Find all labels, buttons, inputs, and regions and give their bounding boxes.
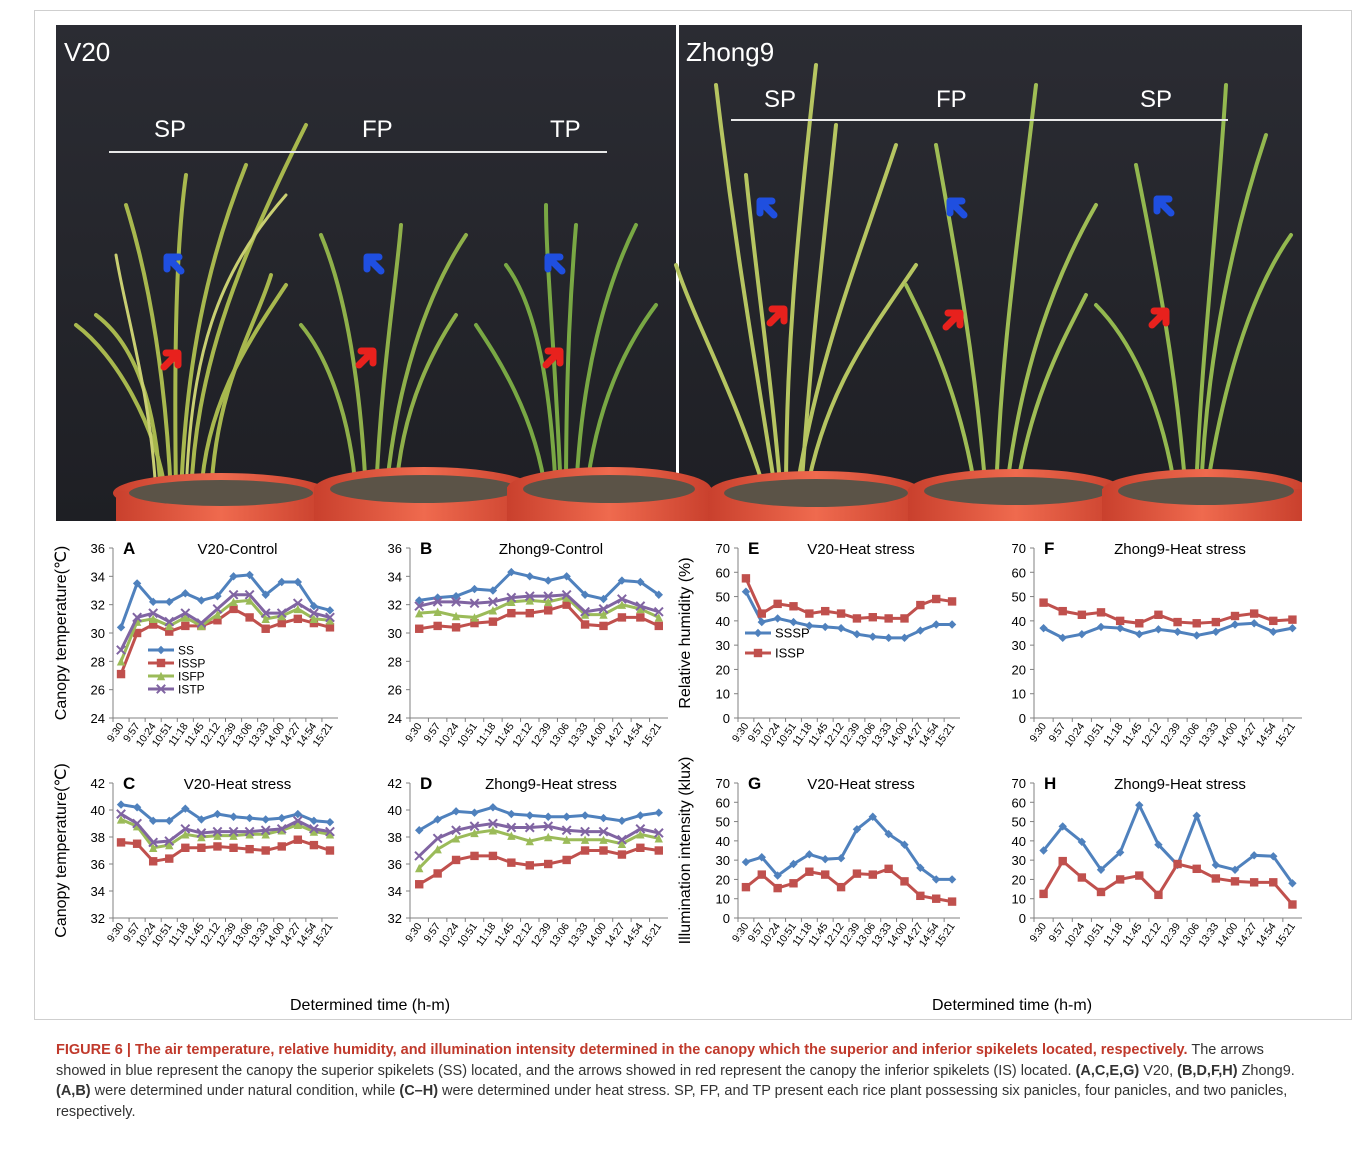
caption-bold-2: (B,D,F,H) [1177, 1062, 1238, 1079]
caption-bold-4: (C–H) [399, 1083, 439, 1099]
caption-bold-3: (A,B) [56, 1083, 91, 1099]
caption-text-1: The arrows showed in blue represent the … [56, 1042, 1264, 1079]
left-plants [74, 123, 658, 497]
left-panel-title: V20 [64, 37, 110, 67]
right-group-fp: FP [936, 86, 967, 113]
plant-photo: V20 SP FP TP Zhong9 SP FP SP [56, 25, 1302, 521]
right-group-sp-2: SP [1140, 86, 1172, 113]
caption-text-3: Zhong9. [1237, 1062, 1295, 1079]
caption-bold-1: (A,C,E,G) [1075, 1062, 1140, 1079]
left-group-tp: TP [550, 116, 581, 143]
left-group-sp: SP [154, 116, 186, 143]
caption-text-2: V20, [1139, 1062, 1178, 1079]
caption-text-5: were determined under heat stress. SP, F… [56, 1083, 1288, 1120]
right-panel-title: Zhong9 [686, 37, 774, 67]
figure-caption: FIGURE 6 | The air temperature, relative… [56, 1040, 1316, 1122]
buckets [113, 467, 1302, 521]
caption-title: FIGURE 6 | The air temperature, relative… [56, 1042, 1188, 1058]
caption-text-4: were determined under natural condition,… [90, 1083, 400, 1099]
left-group-fp: FP [362, 116, 393, 143]
right-group-sp-1: SP [764, 86, 796, 113]
